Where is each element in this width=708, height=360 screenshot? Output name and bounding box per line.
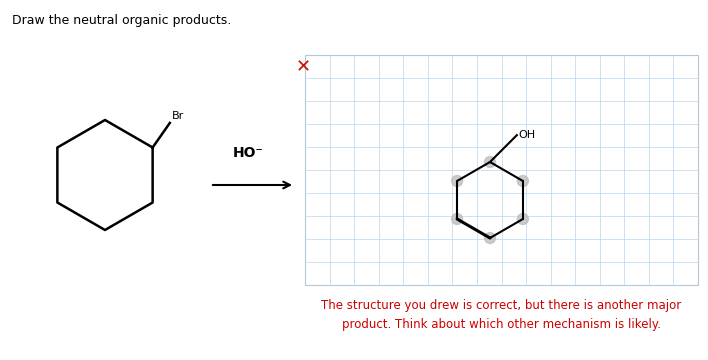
Bar	[305, 55, 698, 285]
Circle shape	[452, 175, 462, 186]
Text: ✕: ✕	[295, 58, 311, 76]
Text: OH: OH	[519, 130, 536, 140]
Text: Draw the neutral organic products.: Draw the neutral organic products.	[12, 14, 232, 27]
Text: The structure you drew is correct, but there is another major
product. Think abo: The structure you drew is correct, but t…	[321, 299, 682, 331]
Text: HO⁻: HO⁻	[232, 146, 263, 160]
Circle shape	[518, 213, 528, 225]
Text: Br: Br	[172, 111, 184, 121]
Circle shape	[484, 157, 496, 167]
Circle shape	[452, 213, 462, 225]
Circle shape	[484, 233, 496, 243]
Circle shape	[518, 175, 528, 186]
